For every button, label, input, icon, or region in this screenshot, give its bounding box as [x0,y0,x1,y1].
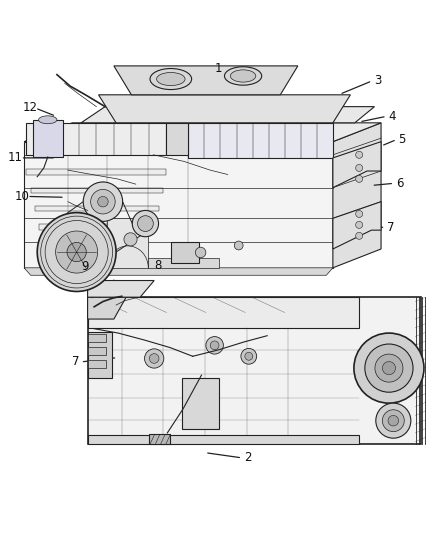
Polygon shape [166,123,188,155]
Circle shape [98,197,108,207]
Circle shape [356,151,363,158]
Text: 3: 3 [374,74,381,87]
Circle shape [241,349,257,364]
Circle shape [210,341,219,350]
Text: 7: 7 [387,221,395,233]
Polygon shape [35,206,159,211]
Text: 11: 11 [8,151,23,164]
Polygon shape [148,258,219,268]
Text: 7: 7 [71,356,79,368]
Polygon shape [39,224,156,230]
Text: 6: 6 [396,177,403,190]
Circle shape [382,410,404,432]
Text: 12: 12 [22,101,37,115]
Circle shape [382,361,396,375]
Polygon shape [188,123,333,158]
Text: 2: 2 [244,451,251,464]
Polygon shape [88,297,421,444]
Polygon shape [182,378,219,429]
Polygon shape [81,107,374,123]
Circle shape [234,241,243,250]
Circle shape [365,344,413,392]
Circle shape [138,216,153,231]
Circle shape [195,247,206,258]
Circle shape [145,349,164,368]
Bar [88,360,106,368]
Circle shape [67,243,86,262]
Bar [88,347,106,355]
Bar [171,242,199,263]
Circle shape [354,333,424,403]
Polygon shape [333,201,381,249]
Polygon shape [333,142,381,188]
Circle shape [149,354,159,364]
Ellipse shape [150,69,192,90]
Circle shape [83,182,123,221]
Polygon shape [24,123,381,142]
Polygon shape [88,297,359,328]
Circle shape [124,233,137,246]
Ellipse shape [156,72,185,86]
Circle shape [356,211,363,217]
Text: 5: 5 [399,133,406,146]
Polygon shape [26,169,166,174]
Circle shape [388,415,399,426]
Circle shape [375,354,403,382]
Text: 4: 4 [388,110,396,123]
Polygon shape [24,142,333,268]
Text: 9: 9 [81,260,89,272]
Circle shape [56,231,98,273]
Polygon shape [88,297,126,319]
Ellipse shape [225,67,262,85]
Circle shape [245,352,253,360]
Circle shape [356,175,363,182]
Polygon shape [333,123,381,268]
Circle shape [356,165,363,172]
Circle shape [356,232,363,239]
Polygon shape [24,268,333,275]
Ellipse shape [39,116,57,124]
Ellipse shape [230,70,256,82]
Bar [88,334,106,342]
Text: 8: 8 [154,259,161,272]
Bar [33,120,63,157]
Polygon shape [114,66,298,95]
Polygon shape [88,435,359,444]
Circle shape [376,403,411,438]
Circle shape [91,189,115,214]
Bar [149,434,170,444]
Polygon shape [99,95,350,123]
Polygon shape [88,280,154,297]
Polygon shape [26,123,166,155]
Polygon shape [107,219,148,268]
Circle shape [206,336,223,354]
Polygon shape [31,188,163,193]
Circle shape [37,213,116,292]
Polygon shape [88,332,112,378]
Text: 1: 1 [214,62,222,75]
Circle shape [132,211,159,237]
Circle shape [356,221,363,229]
Text: 10: 10 [14,190,29,203]
